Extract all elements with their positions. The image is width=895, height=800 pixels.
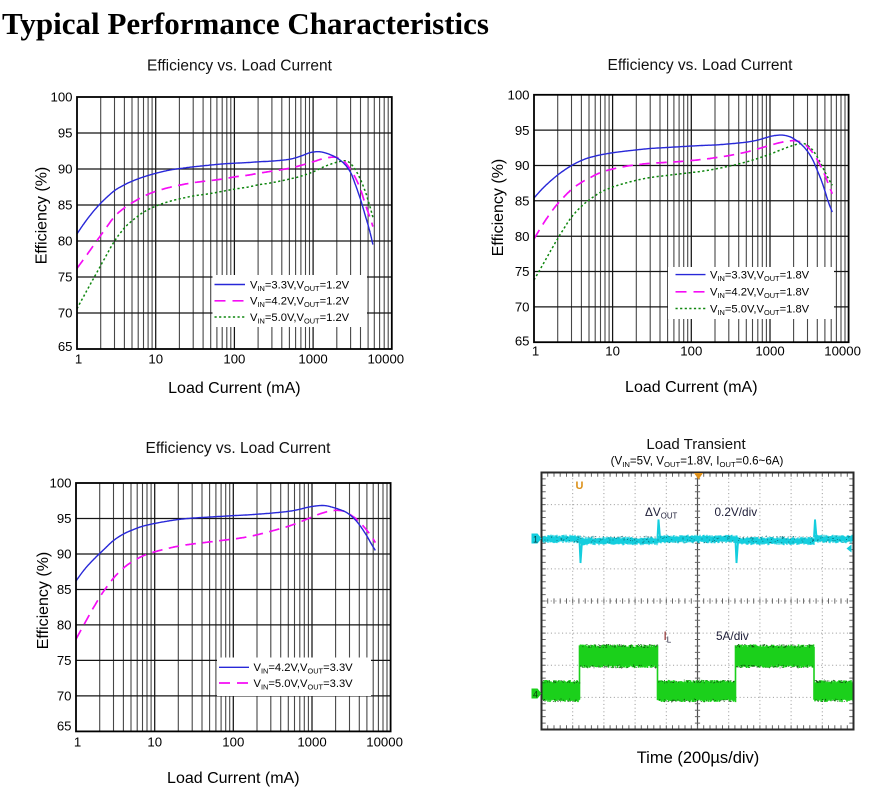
svg-text:VIN​=3.3V,VOUT​=1.2V: VIN​=3.3V,VOUT​=1.2V [250, 279, 350, 293]
svg-text:VIN​=5.0V,VOUT​=1.2V: VIN​=5.0V,VOUT​=1.2V [250, 312, 350, 326]
svg-text:80: 80 [58, 234, 73, 249]
svg-text:90: 90 [57, 547, 72, 562]
svg-text:1: 1 [533, 535, 538, 545]
svg-text:80: 80 [57, 618, 72, 633]
svg-text:100: 100 [50, 90, 72, 105]
svg-text:70: 70 [515, 300, 530, 315]
svg-text:10000: 10000 [367, 352, 404, 367]
svg-text:Efficiency (%): Efficiency (%) [33, 167, 50, 265]
svg-text:5A/div: 5A/div [716, 629, 749, 643]
svg-text:VIN​=3.3V,VOUT​=1.8V: VIN​=3.3V,VOUT​=1.8V [710, 269, 810, 283]
svg-text:100: 100 [222, 735, 244, 750]
svg-text:Efficiency vs. Load Current: Efficiency vs. Load Current [147, 58, 333, 75]
svg-text:1: 1 [532, 344, 539, 359]
svg-text:Efficiency vs. Load Current: Efficiency vs. Load Current [146, 440, 332, 457]
svg-text:4: 4 [533, 690, 538, 700]
svg-text:VIN​=4.2V,VOUT​=1.8V: VIN​=4.2V,VOUT​=1.8V [710, 287, 810, 301]
svg-text:U: U [576, 480, 584, 492]
svg-text:IL: IL [664, 629, 672, 644]
svg-text:ΔVOUT​: ΔVOUT​ [645, 505, 677, 521]
svg-text:70: 70 [58, 306, 73, 321]
svg-text:VIN​=4.2V,VOUT​=3.3V: VIN​=4.2V,VOUT​=3.3V [254, 662, 354, 676]
svg-text:Load Current (mA): Load Current (mA) [625, 379, 758, 396]
svg-text:90: 90 [515, 158, 530, 173]
svg-text:75: 75 [57, 653, 72, 668]
svg-text:95: 95 [515, 123, 530, 138]
svg-text:75: 75 [515, 264, 530, 279]
svg-text:VIN​=5.0V,VOUT​=1.8V: VIN​=5.0V,VOUT​=1.8V [710, 303, 810, 317]
svg-text:1: 1 [75, 352, 82, 367]
svg-text:VIN​=4.2V,VOUT​=1.2V: VIN​=4.2V,VOUT​=1.2V [250, 296, 350, 310]
svg-text:10: 10 [605, 344, 620, 359]
svg-text:Load Current (mA): Load Current (mA) [167, 770, 300, 787]
svg-text:10: 10 [147, 735, 162, 750]
svg-text:10000: 10000 [824, 344, 861, 359]
svg-text:95: 95 [58, 126, 73, 141]
svg-text:10: 10 [148, 352, 163, 367]
svg-text:85: 85 [57, 582, 72, 597]
svg-text:Load Current (mA): Load Current (mA) [168, 380, 301, 397]
svg-text:Efficiency (%): Efficiency (%) [490, 159, 507, 257]
svg-text:65: 65 [515, 333, 530, 348]
svg-text:85: 85 [515, 194, 530, 209]
svg-text:100: 100 [223, 352, 245, 367]
svg-text:(VIN​=5V, VOUT​=1.8V, IOUT​=0.: (VIN​=5V, VOUT​=1.8V, IOUT​=0.6~6A) [611, 455, 784, 470]
svg-text:1: 1 [74, 735, 81, 750]
svg-text:75: 75 [58, 270, 73, 285]
svg-text:100: 100 [507, 88, 529, 103]
svg-text:100: 100 [49, 476, 71, 491]
svg-text:VIN​=5.0V,VOUT​=3.3V: VIN​=5.0V,VOUT​=3.3V [254, 678, 354, 692]
svg-text:70: 70 [57, 689, 72, 704]
svg-text:Load Transient: Load Transient [646, 436, 746, 453]
svg-text:100: 100 [680, 344, 702, 359]
svg-text:1000: 1000 [298, 352, 327, 367]
svg-text:0.2V/div: 0.2V/div [715, 505, 758, 519]
svg-text:Efficiency vs. Load Current: Efficiency vs. Load Current [608, 57, 794, 74]
svg-text:Time (200µs/div): Time (200µs/div) [637, 749, 760, 767]
svg-text:1000: 1000 [755, 344, 784, 359]
svg-text:95: 95 [57, 511, 72, 526]
svg-text:90: 90 [58, 162, 73, 177]
svg-text:80: 80 [515, 229, 530, 244]
svg-text:10000: 10000 [366, 735, 403, 750]
svg-text:65: 65 [57, 718, 72, 733]
svg-text:65: 65 [58, 339, 73, 354]
svg-text:Efficiency (%): Efficiency (%) [35, 552, 52, 650]
svg-text:Typical Performance Characteri: Typical Performance Characteristics [2, 6, 489, 41]
svg-text:85: 85 [58, 198, 73, 213]
svg-text:1000: 1000 [297, 735, 326, 750]
